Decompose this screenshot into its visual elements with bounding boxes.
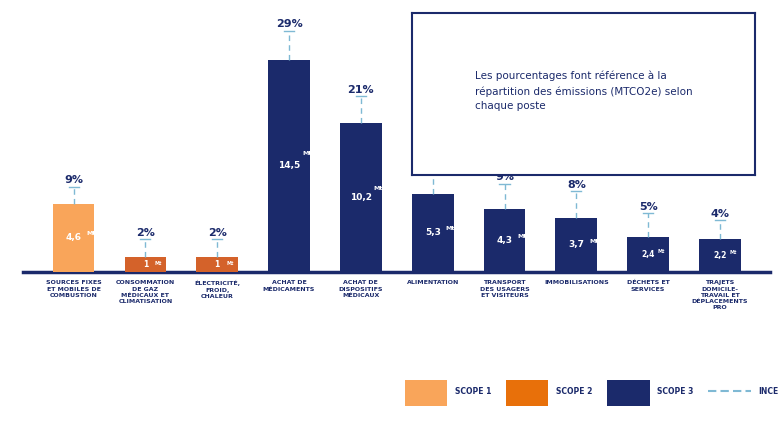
- Text: 8%: 8%: [567, 180, 586, 190]
- Text: 9%: 9%: [495, 173, 514, 183]
- Text: 29%: 29%: [275, 19, 303, 29]
- Text: CONSOMMATION
DE GAZ
MÉDICAUX ET
CLIMATISATION: CONSOMMATION DE GAZ MÉDICAUX ET CLIMATIS…: [116, 280, 175, 304]
- Bar: [699, 240, 741, 272]
- Text: Mt: Mt: [86, 231, 96, 237]
- Text: 10,2: 10,2: [350, 193, 372, 201]
- Text: 2,2: 2,2: [713, 251, 727, 260]
- Text: 14,5: 14,5: [278, 161, 300, 170]
- Text: SCOPE 3: SCOPE 3: [657, 387, 694, 396]
- Text: Mt: Mt: [517, 234, 527, 239]
- Bar: [484, 209, 525, 272]
- Text: Mt: Mt: [446, 226, 455, 231]
- Text: ALIMENTATION: ALIMENTATION: [406, 280, 459, 285]
- Text: Mt: Mt: [226, 261, 234, 265]
- Text: 11%: 11%: [419, 151, 446, 161]
- Bar: [268, 60, 310, 272]
- Text: SCOPE 1: SCOPE 1: [455, 387, 492, 396]
- Text: 4,6: 4,6: [65, 233, 82, 243]
- FancyBboxPatch shape: [607, 380, 650, 406]
- FancyBboxPatch shape: [405, 380, 447, 406]
- Bar: [555, 218, 598, 272]
- Text: 5,3: 5,3: [425, 228, 440, 237]
- Bar: [412, 194, 454, 272]
- Text: 1: 1: [215, 260, 220, 269]
- Text: Mt: Mt: [373, 186, 384, 191]
- Text: 1: 1: [143, 260, 148, 269]
- Text: Les pourcentages font référence à la
répartition des émissions (MTCO2e) selon
ch: Les pourcentages font référence à la rép…: [475, 71, 692, 111]
- Bar: [627, 237, 669, 272]
- Text: 2%: 2%: [208, 228, 226, 238]
- Text: DÉCHETS ET
SERVICES: DÉCHETS ET SERVICES: [627, 280, 670, 292]
- Bar: [53, 205, 94, 272]
- Text: Mt: Mt: [155, 261, 162, 265]
- Text: ÉLECTRICITÉ,
FROID,
CHALEUR: ÉLECTRICITÉ, FROID, CHALEUR: [194, 280, 240, 299]
- Text: Mt: Mt: [657, 249, 665, 254]
- Text: Mt: Mt: [729, 251, 737, 255]
- Text: 3,7: 3,7: [568, 240, 584, 249]
- Text: IMMOBILISATIONS: IMMOBILISATIONS: [544, 280, 608, 285]
- Text: INCERTITUDE: INCERTITUDE: [759, 387, 778, 396]
- Bar: [340, 123, 382, 272]
- Text: ACHAT DE
DISPOSITIFS
MÉDICAUX: ACHAT DE DISPOSITIFS MÉDICAUX: [338, 280, 383, 298]
- Bar: [124, 257, 166, 272]
- Bar: [196, 257, 238, 272]
- Text: 21%: 21%: [348, 85, 374, 95]
- Text: 2,4: 2,4: [641, 250, 655, 258]
- Text: 5%: 5%: [639, 202, 657, 212]
- Text: 9%: 9%: [64, 176, 83, 185]
- Text: TRANSPORT
DES USAGERS
ET VISITEURS: TRANSPORT DES USAGERS ET VISITEURS: [479, 280, 529, 298]
- Text: Mt: Mt: [302, 151, 311, 155]
- Text: TRAJETS
DOMICILE-
TRAVAIL ET
DÉPLACEMENTS
PRO: TRAJETS DOMICILE- TRAVAIL ET DÉPLACEMENT…: [692, 280, 748, 310]
- Text: SOURCES FIXES
ET MOBILES DE
COMBUSTION: SOURCES FIXES ET MOBILES DE COMBUSTION: [46, 280, 101, 298]
- FancyBboxPatch shape: [506, 380, 548, 406]
- Text: 4,3: 4,3: [496, 236, 513, 245]
- Text: ACHAT DE
MÉDICAMENTS: ACHAT DE MÉDICAMENTS: [263, 280, 315, 292]
- Text: SCOPE 2: SCOPE 2: [556, 387, 593, 396]
- Text: 2%: 2%: [136, 228, 155, 238]
- Text: Mt: Mt: [589, 239, 598, 244]
- Text: 4%: 4%: [710, 209, 730, 219]
